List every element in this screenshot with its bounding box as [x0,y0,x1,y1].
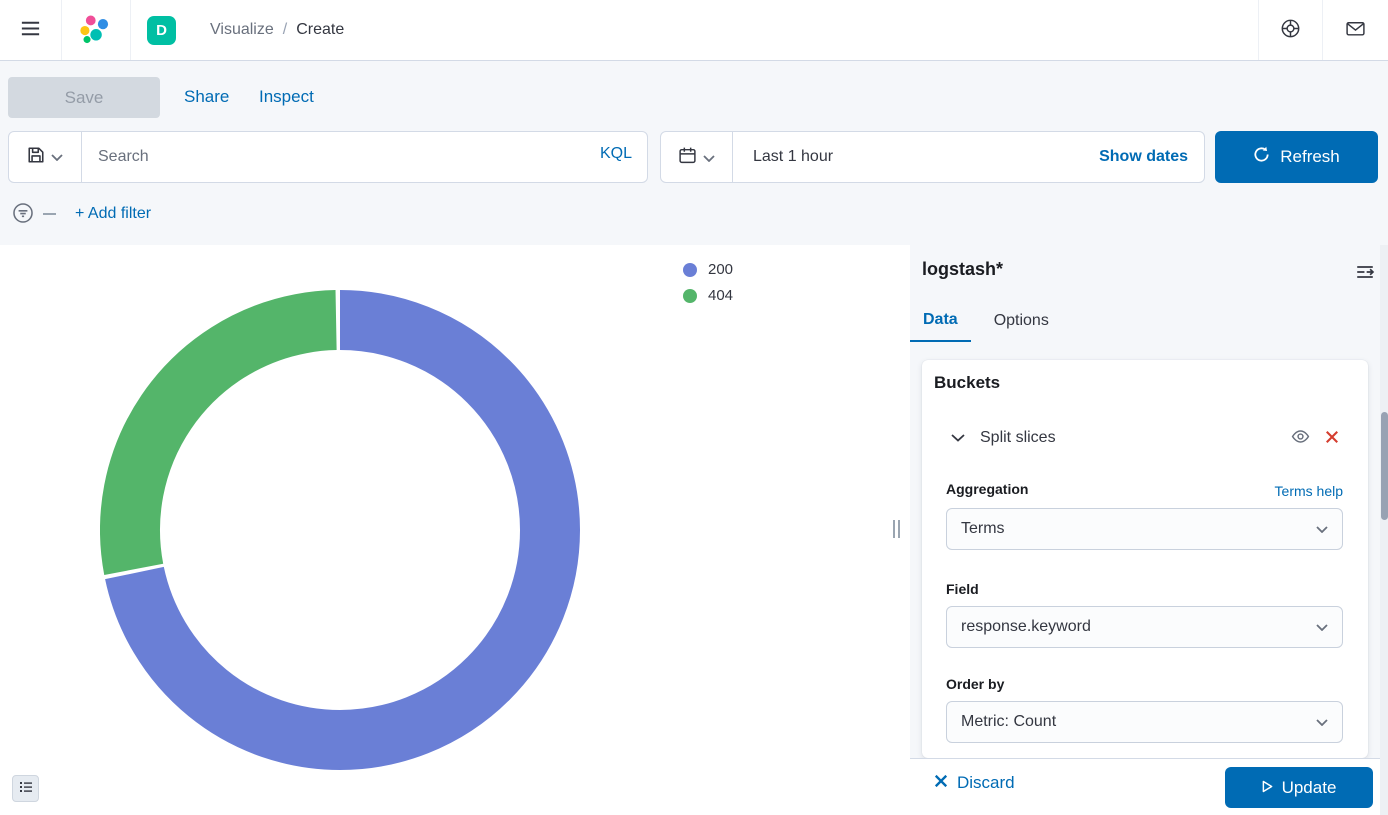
aggregation-select[interactable]: Terms [946,508,1343,550]
breadcrumb-current-create: Create [296,21,345,38]
breadcrumb-visualize[interactable]: Visualize [210,21,274,38]
header-divider [130,0,131,60]
scrollbar-track[interactable] [1380,245,1388,815]
legend-dot [683,288,697,303]
filter-bar: + Add filter [12,199,151,229]
hamburger-icon [19,17,42,43]
breadcrumb: Visualize / Create [210,0,344,60]
chevron-down-icon [1316,525,1328,533]
split-slices-accordion[interactable]: Split slices [934,418,1356,458]
legend-label: 404 [708,287,734,304]
legend-dot [683,262,697,277]
refresh-label: Refresh [1280,147,1340,166]
chart-legend: 200 404 [683,261,733,304]
terms-help-link[interactable]: Terms help [1274,483,1343,499]
calendar-icon [678,146,697,168]
scrollbar-thumb[interactable] [1381,412,1388,520]
space-badge[interactable]: D [147,16,176,45]
index-pattern-title: logstash* [922,259,1004,279]
chevron-down-icon [703,150,715,165]
newsfeed-button[interactable] [1322,0,1388,60]
share-button[interactable]: Share [184,87,230,106]
legend-item[interactable]: 404 [683,287,733,304]
discard-button[interactable]: Discard [934,773,1015,793]
query-bar: KQL [81,131,648,183]
legend-toggle-button[interactable] [12,775,39,802]
date-picker: Last 1 hour Show dates [660,131,1205,183]
add-filter-button[interactable]: + Add filter [75,205,152,222]
pie-slice-200[interactable] [100,290,580,770]
panel-resize-handle[interactable] [893,520,900,538]
buckets-panel: Buckets Split slices Aggre [922,360,1368,758]
discard-label: Discard [957,773,1015,792]
vis-editor-sidebar: logstash* Data Options Buckets Split sli… [910,245,1388,815]
date-quick-select-button[interactable] [661,132,733,182]
filter-divider [43,213,56,215]
editor-tabs: Data Options [910,311,1062,342]
legend-item[interactable]: 200 [683,261,733,278]
legend-label: 200 [708,261,734,278]
list-icon [18,779,34,798]
order-by-select[interactable]: Metric: Count [946,701,1343,743]
play-icon [1262,778,1273,798]
visualization-pane: 200 404 [0,245,910,815]
collapse-sidebar-button[interactable] [1355,262,1375,285]
kql-language-button[interactable]: KQL [599,145,632,162]
eye-icon [1291,427,1310,449]
filter-options-button[interactable] [12,202,34,227]
save-button[interactable]: Save [8,77,160,118]
cross-icon [1325,430,1339,447]
chevron-down-icon [51,148,63,166]
time-range-label[interactable]: Last 1 hour [753,148,834,165]
field-value: response.keyword [961,618,1091,635]
help-icon [1280,18,1301,42]
refresh-button[interactable]: Refresh [1215,131,1378,183]
update-button[interactable]: Update [1225,767,1373,808]
donut-chart [100,290,580,770]
search-input[interactable] [81,131,648,183]
menu-button[interactable] [0,0,62,60]
filter-icon [12,202,34,227]
toggle-bucket-visibility-button[interactable] [1291,427,1310,449]
order-by-value: Metric: Count [961,713,1057,730]
buckets-title: Buckets [934,373,1001,392]
breadcrumb-separator: / [282,21,288,38]
show-dates-button[interactable]: Show dates [1099,148,1188,165]
top-header: D Visualize / Create [0,0,1388,61]
menu-right-icon [1355,266,1375,285]
saved-query-menu-button[interactable] [8,131,82,183]
aggregation-label: Aggregation [946,481,1029,497]
sidebar-footer: Discard Update [910,758,1388,815]
save-query-icon [27,146,45,169]
chevron-down-icon [1316,623,1328,631]
chevron-down-icon [1316,718,1328,726]
chevron-down-icon [951,434,965,442]
remove-bucket-button[interactable] [1325,430,1339,447]
order-by-label: Order by [946,676,1005,692]
inspect-button[interactable]: Inspect [259,87,314,106]
elastic-logo [78,13,112,47]
aggregation-value: Terms [961,520,1005,537]
cross-icon [934,773,948,793]
field-label: Field [946,581,979,597]
tab-options[interactable]: Options [981,311,1062,342]
refresh-icon [1253,146,1270,168]
toolbar-area: Save Share Inspect KQL Last [0,61,1388,245]
update-label: Update [1281,777,1337,797]
tab-data[interactable]: Data [910,311,971,342]
field-select[interactable]: response.keyword [946,606,1343,648]
split-slices-label: Split slices [980,429,1056,446]
help-button[interactable] [1258,0,1322,60]
mail-icon [1345,18,1366,42]
